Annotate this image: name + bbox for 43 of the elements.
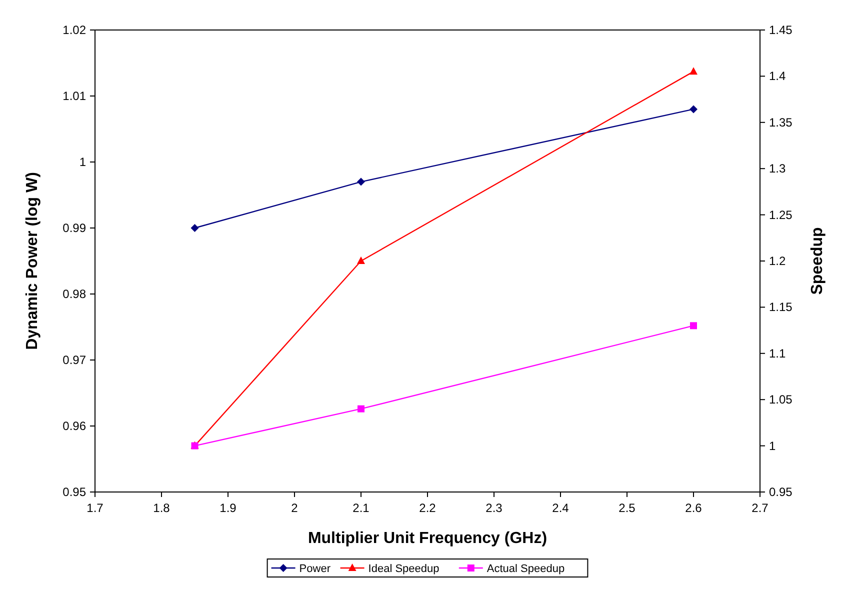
- y-tick-label: 0.99: [62, 221, 86, 235]
- point: [690, 67, 698, 75]
- y2-tick-label: 1.3: [769, 162, 786, 176]
- x-tick-label: 1.8: [153, 501, 170, 515]
- y-tick-label: 0.98: [62, 287, 86, 301]
- legend-label: Actual Speedup: [486, 563, 565, 575]
- point: [190, 224, 199, 232]
- y-tick-label: 1.01: [62, 89, 86, 103]
- y2-tick-label: 1.05: [769, 392, 793, 407]
- x-tick-label: 2.4: [552, 501, 570, 515]
- y-tick-label: 0.97: [62, 353, 86, 367]
- y2-tick-label: 1.25: [769, 208, 793, 222]
- x-axis-title: Multiplier Unit Frequency (GHz): [308, 530, 548, 547]
- y2-tick-label: 1.2: [769, 254, 786, 268]
- y-axis-title: Dynamic Power (log W): [24, 172, 41, 350]
- x-tick-label: 2.2: [419, 501, 436, 515]
- y2-axis-title: Speedup: [809, 226, 826, 295]
- x-tick-label: 1.9: [220, 501, 237, 515]
- y2-tick-label: 1.1: [769, 346, 786, 360]
- y2-tick-label: 1: [769, 438, 776, 453]
- y-tick-label: 0.95: [62, 485, 86, 499]
- point: [357, 178, 365, 186]
- y2-tick-label: 1.4: [769, 69, 786, 84]
- y2-tick-label: 1.35: [769, 115, 793, 130]
- x-tick-label: 1.7: [86, 501, 104, 515]
- y2-tick-label: 0.95: [769, 485, 793, 499]
- point: [357, 256, 365, 264]
- y-tick-label: 0.96: [62, 419, 86, 433]
- point: [690, 105, 698, 114]
- point: [358, 405, 364, 412]
- x-tick-label: 2.3: [486, 501, 503, 515]
- legend-label: Power: [299, 563, 331, 575]
- x-tick-label: 2.1: [352, 501, 370, 515]
- x-tick-label: 2.7: [752, 501, 769, 515]
- x-tick-label: 2: [291, 501, 298, 515]
- x-tick-label: 2.6: [685, 501, 702, 515]
- x-tick-label: 2.5: [618, 501, 636, 515]
- y-tick-label: 1: [79, 155, 86, 169]
- legend-label: Ideal Speedup: [368, 563, 440, 575]
- y2-tick-label: 1.45: [769, 23, 793, 37]
- y2-tick-label: 1.15: [769, 300, 793, 314]
- point: [690, 322, 697, 330]
- y-tick-label: 1.02: [62, 23, 86, 37]
